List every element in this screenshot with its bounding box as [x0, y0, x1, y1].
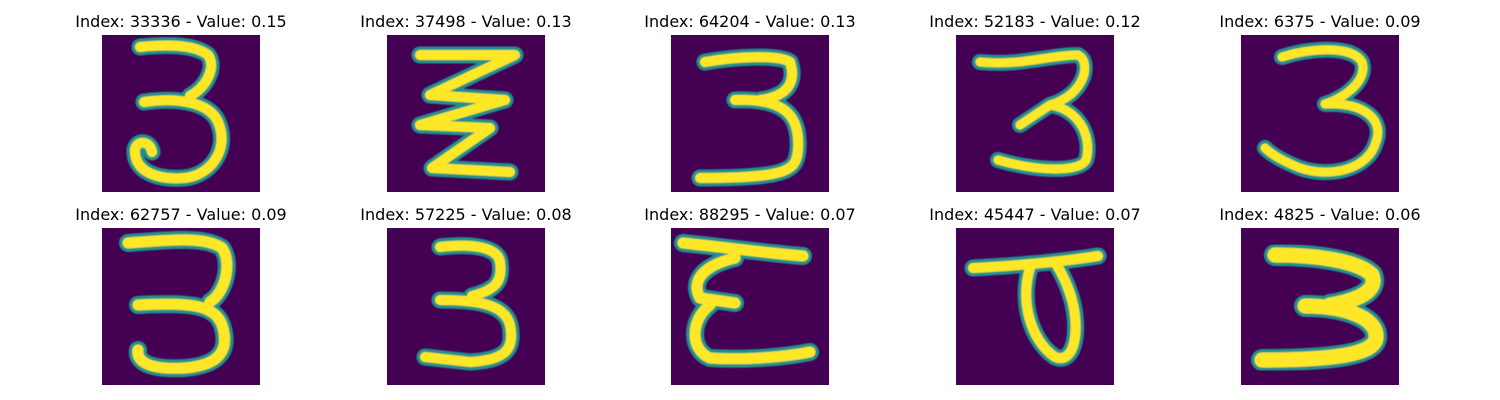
digit-image-strokes	[126, 37, 231, 187]
panel-title: Index: 62757 - Value: 0.09	[75, 205, 286, 224]
panel-7: Index: 57225 - Value: 0.08	[360, 205, 572, 385]
panel-title: Index: 45447 - Value: 0.07	[929, 205, 1140, 224]
panel-title: Index: 37498 - Value: 0.13	[360, 12, 571, 31]
digit-image-strokes	[119, 230, 236, 378]
panel-9: Index: 45447 - Value: 0.07	[929, 205, 1141, 385]
panel-1: Index: 33336 - Value: 0.15	[75, 12, 287, 192]
digit-image-strokes	[691, 48, 807, 187]
panel-5: Index: 6375 - Value: 0.09	[1219, 12, 1421, 192]
digit-image-strokes	[964, 247, 1107, 367]
digit-image-strokes	[416, 237, 520, 371]
digit-image-strokes	[674, 234, 819, 368]
digit-image-strokes	[1257, 41, 1386, 181]
digit-image-strokes	[1251, 244, 1387, 371]
digit-image-background	[102, 35, 260, 192]
panel-2: Index: 37498 - Value: 0.13	[360, 12, 572, 192]
panel-title: Index: 88295 - Value: 0.07	[644, 205, 855, 224]
panel-title: Index: 33336 - Value: 0.15	[75, 12, 286, 31]
panel-title: Index: 64204 - Value: 0.13	[644, 12, 855, 31]
panel-title: Index: 4825 - Value: 0.06	[1219, 205, 1420, 224]
digit-image-strokes	[972, 47, 1096, 177]
panel-4: Index: 52183 - Value: 0.12	[929, 12, 1141, 192]
digit-image-strokes	[411, 46, 524, 181]
panel-title: Index: 57225 - Value: 0.08	[360, 205, 571, 224]
panel-title: Index: 52183 - Value: 0.12	[929, 12, 1140, 31]
panel-3: Index: 64204 - Value: 0.13	[644, 12, 856, 192]
panel-8: Index: 88295 - Value: 0.07	[644, 205, 856, 385]
panel-6: Index: 62757 - Value: 0.09	[75, 205, 287, 385]
panel-10: Index: 4825 - Value: 0.06	[1219, 205, 1421, 385]
panel-title: Index: 6375 - Value: 0.09	[1219, 12, 1420, 31]
